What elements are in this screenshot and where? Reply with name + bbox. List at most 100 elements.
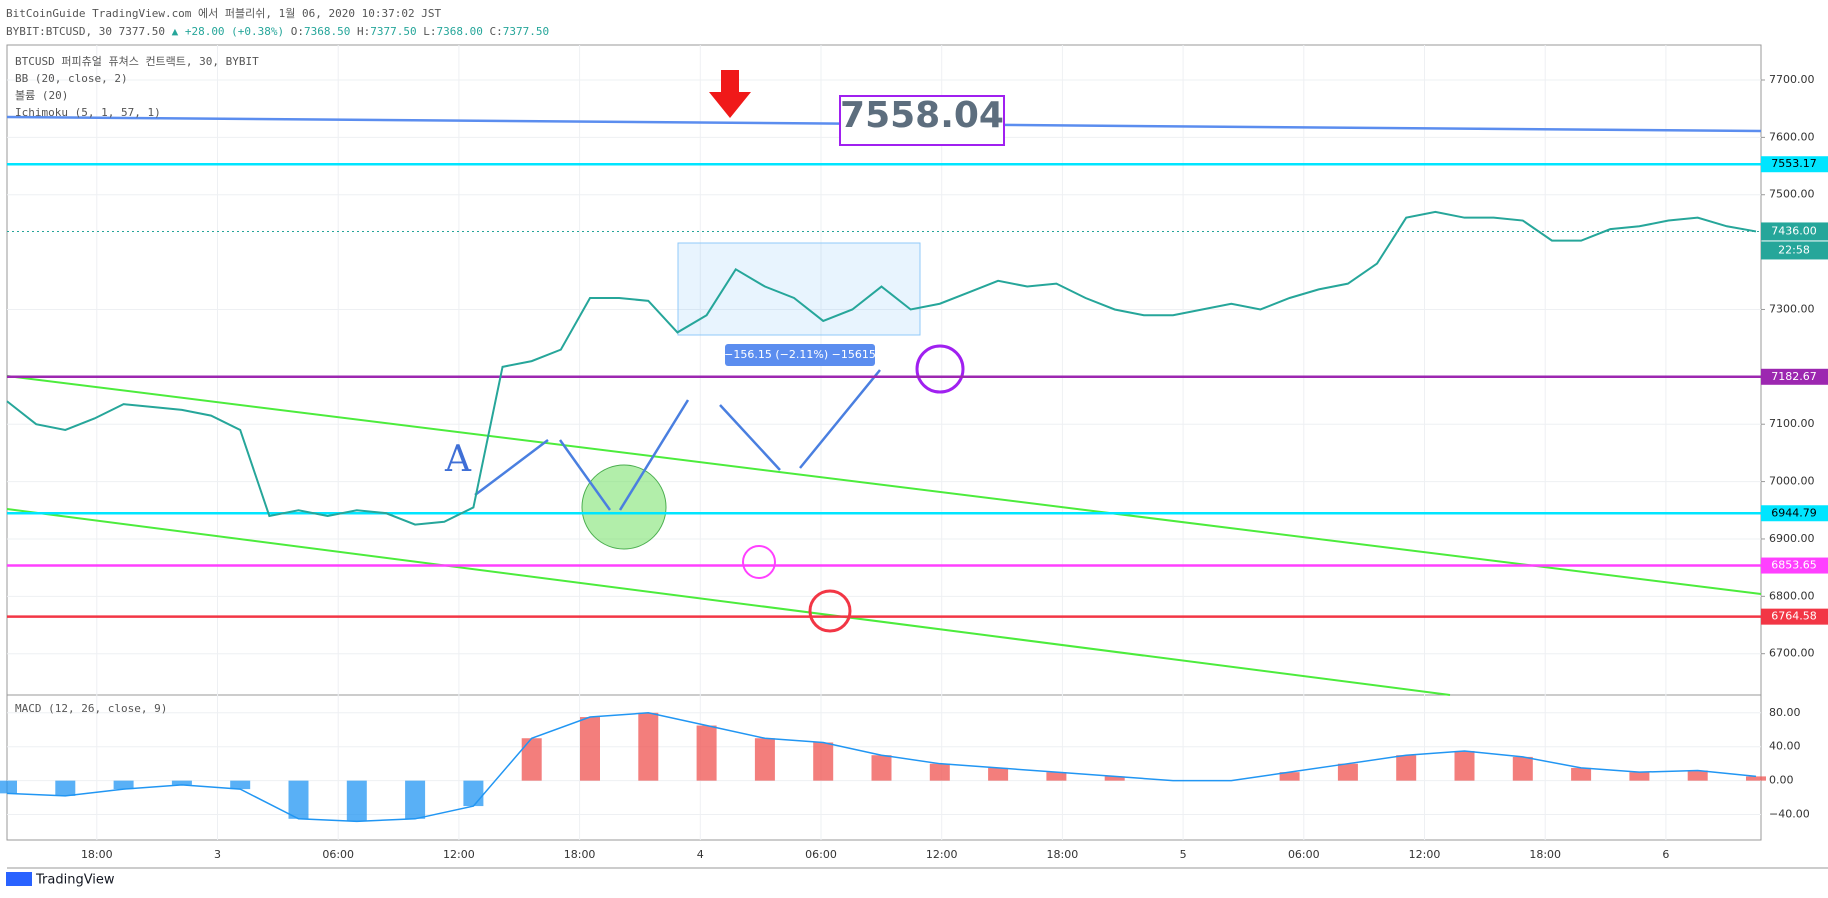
- macd-tick-label: 80.00: [1769, 706, 1801, 719]
- macd-bar: [638, 712, 659, 781]
- change: ▲ +28.00 (+0.38%): [172, 25, 285, 38]
- macd-bar: [1687, 770, 1708, 781]
- callout-box: [839, 95, 1005, 146]
- x-tick-label: 4: [697, 848, 704, 861]
- symbol: BYBIT:BTCUSD, 30: [6, 25, 112, 38]
- legend-entry: BB (20, close, 2): [15, 72, 128, 85]
- legend-entry: 볼륨 (20): [15, 89, 68, 102]
- h-label: H:: [357, 25, 370, 38]
- path-arrows: [474, 369, 881, 511]
- c-value: 7377.50: [503, 25, 549, 38]
- trend-line: [6, 375, 1762, 595]
- macd-title: MACD (12, 26, close, 9): [15, 702, 167, 715]
- level-label-box: [1761, 156, 1828, 173]
- smiley: [915, 344, 965, 394]
- y-tick-label: 7300.00: [1769, 302, 1815, 315]
- pane-frame: [6, 44, 1762, 841]
- countdown-box: [1761, 241, 1828, 260]
- o-label: O:: [291, 25, 304, 38]
- measure-box: [725, 344, 875, 366]
- countdown: 22:58: [1778, 243, 1810, 256]
- x-tick-label: 18:00: [81, 848, 113, 861]
- header-symbol-line: BYBIT:BTCUSD, 30 7377.50 ▲ +28.00 (+0.38…: [6, 25, 549, 38]
- y-tick-label: 7500.00: [1769, 188, 1815, 201]
- sad-face: [742, 545, 776, 579]
- neutral-face: [808, 589, 852, 633]
- x-tick-label: 12:00: [443, 848, 475, 861]
- h-value: 7377.50: [370, 25, 416, 38]
- macd-line: [6, 712, 1757, 823]
- level-label-box: [1761, 557, 1828, 574]
- x-tick-label: 06:00: [1288, 848, 1320, 861]
- last-price-box: [1761, 222, 1828, 241]
- level-label: 6944.79: [1771, 506, 1817, 519]
- brand: TradingView: [35, 873, 115, 888]
- x-tick-label: 12:00: [926, 848, 958, 861]
- macd-bar: [463, 780, 484, 807]
- l-value: 7368.00: [437, 25, 483, 38]
- macd-bar: [1396, 755, 1417, 781]
- level-label: 7553.17: [1771, 157, 1817, 170]
- header-published: BitCoinGuide TradingView.com 에서 퍼블리쉬, 1월…: [6, 7, 441, 20]
- macd-bar: [988, 767, 1009, 781]
- y-tick-label: 7600.00: [1769, 130, 1815, 143]
- macd-bar: [171, 780, 192, 785]
- macd-bar: [1512, 756, 1533, 781]
- l-label: L:: [423, 25, 436, 38]
- macd-bar: [1104, 776, 1125, 781]
- c-label: C:: [490, 25, 503, 38]
- last-price-label: 7436.00: [1771, 224, 1817, 237]
- trend-line: [6, 508, 1451, 696]
- macd-bar: [521, 738, 542, 781]
- macd-bar: [754, 738, 775, 781]
- y-tick-label: 7100.00: [1769, 417, 1815, 430]
- x-tick-label: 5: [1180, 848, 1187, 861]
- legend: BTCUSD 퍼피츄얼 퓨쳐스 컨트랙트, 30, BYBIT BB (20, c…: [15, 54, 259, 119]
- macd-bar: [0, 780, 17, 794]
- y-tick-label: 7700.00: [1769, 73, 1815, 86]
- level-label: 6764.58: [1771, 610, 1817, 623]
- level-label: 7182.67: [1771, 370, 1817, 383]
- macd-bar: [113, 780, 134, 790]
- macd-bar: [871, 755, 892, 781]
- x-tick-label: 06:00: [805, 848, 837, 861]
- macd-bar: [929, 763, 950, 781]
- legend-entry: Ichimoku (5, 1, 57, 1): [15, 106, 161, 119]
- x-tick-label: 18:00: [1047, 848, 1079, 861]
- macd-bar: [1746, 776, 1766, 781]
- macd-bar: [813, 742, 834, 781]
- y-tick-label: 6700.00: [1769, 647, 1815, 660]
- mark-a: A: [444, 439, 472, 480]
- x-tick-label: 18:00: [1529, 848, 1561, 861]
- macd-bar: [346, 780, 367, 822]
- macd-bar: [1337, 763, 1358, 781]
- price-line: [6, 210, 1757, 526]
- measure-label: −156.15 (−2.11%) −15615: [724, 348, 876, 361]
- macd-bar: [230, 780, 251, 790]
- macd-bar: [1046, 772, 1067, 781]
- y-tick-label: 6800.00: [1769, 589, 1815, 602]
- y-tick-label: 7000.00: [1769, 475, 1815, 488]
- level-label: 6853.65: [1771, 559, 1817, 572]
- macd-bar: [696, 725, 717, 781]
- x-tick-label: 3: [214, 848, 221, 861]
- x-tick-label: 12:00: [1409, 848, 1441, 861]
- last: 7377.50: [119, 25, 165, 38]
- macd-tick-label: 0.00: [1769, 774, 1794, 787]
- level-label-box: [1761, 608, 1828, 625]
- macd-bar: [1279, 772, 1300, 781]
- y-tick-label: 6900.00: [1769, 532, 1815, 545]
- macd-bar: [288, 780, 309, 819]
- macd-bar: [1629, 772, 1650, 781]
- x-tick-label: 18:00: [564, 848, 596, 861]
- legend-entry: BTCUSD 퍼피츄얼 퓨쳐스 컨트랙트, 30, BYBIT: [15, 54, 259, 68]
- o-value: 7368.50: [304, 25, 350, 38]
- x-tick-label: 6: [1662, 848, 1669, 861]
- down-arrow: [709, 70, 751, 118]
- level-label-box: [1761, 368, 1828, 385]
- highlight-circle: [581, 464, 667, 550]
- logo-icon: [6, 872, 32, 886]
- macd-bar: [1454, 750, 1475, 781]
